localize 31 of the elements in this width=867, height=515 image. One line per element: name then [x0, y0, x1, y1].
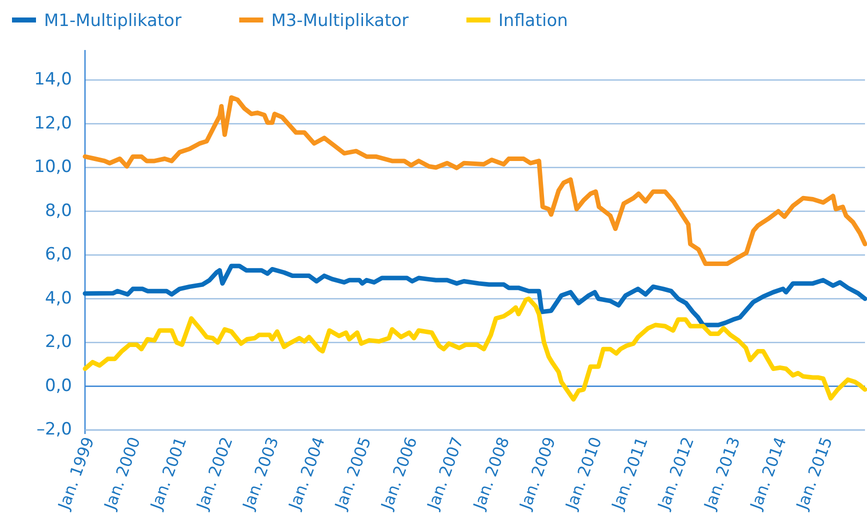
line-series: [82, 95, 867, 266]
x-tick-label: Jan. 2014: [746, 434, 790, 513]
y-tick-label: –2,0: [36, 420, 72, 440]
y-tick-label: 6,0: [44, 244, 72, 265]
x-tick-label: Jan. 2013: [700, 434, 744, 513]
x-tick-label: Jan. 2004: [284, 434, 329, 513]
line-series: [82, 296, 867, 402]
x-tick-label: Jan. 2007: [422, 434, 467, 513]
x-tick-label: Jan. 2015: [792, 434, 836, 513]
x-tick-label: Jan. 2002: [192, 434, 236, 513]
y-tick-label: 2,0: [44, 332, 72, 352]
y-tick-label: 12,0: [34, 113, 72, 134]
y-tick-label: 4,0: [44, 288, 72, 308]
x-tick-label: Jan. 2000: [100, 434, 144, 513]
x-tick-label: Jan. 2010: [561, 434, 606, 513]
y-tick-label: 8,0: [44, 200, 72, 221]
y-tick-label: 10,0: [34, 157, 72, 178]
x-tick-label: Jan. 2012: [654, 434, 698, 513]
x-tick-label: Jan. 2009: [515, 434, 560, 513]
line-series: [82, 264, 867, 328]
y-tick-label: 0,0: [44, 376, 72, 396]
x-tick-label: Jan. 2006: [376, 434, 421, 513]
x-tick-label: Jan. 2001: [146, 434, 190, 513]
x-tick-label: Jan. 2011: [607, 434, 652, 513]
x-tick-label: Jan. 2005: [330, 434, 375, 513]
legend-label: M1-Multiplikator: [44, 11, 182, 31]
x-tick-label: Jan. 2003: [238, 434, 282, 513]
legend-label: Inflation: [498, 11, 568, 31]
legend-label: M3-Multiplikator: [271, 11, 409, 31]
x-tick-label: Jan. 2008: [469, 434, 514, 513]
y-tick-label: 14,0: [34, 70, 72, 90]
